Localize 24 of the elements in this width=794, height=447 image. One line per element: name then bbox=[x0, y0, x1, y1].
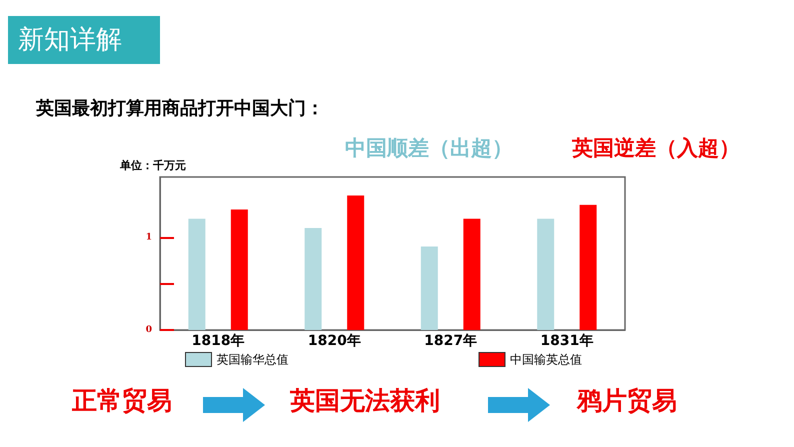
legend-label: 中国输英总值 bbox=[510, 352, 582, 366]
text: 英国无法获利 bbox=[290, 385, 440, 417]
text: 英国逆差（入超） bbox=[572, 135, 740, 162]
bar bbox=[188, 218, 206, 330]
text: 鸦片贸易 bbox=[577, 385, 677, 417]
bar bbox=[537, 218, 554, 330]
legend-label: 英国输华总值 bbox=[216, 352, 288, 366]
y-tick-label: 0 bbox=[146, 325, 152, 335]
bar bbox=[420, 246, 438, 330]
x-tick-label: 1818年 bbox=[192, 333, 245, 349]
x-tick-label: 1827年 bbox=[424, 333, 478, 349]
x-tick-label: 1831年 bbox=[540, 333, 594, 349]
bar bbox=[580, 204, 597, 330]
text: 中国顺差（出超） bbox=[345, 135, 513, 162]
bar bbox=[230, 209, 248, 330]
text: 英国最初打算用商品打开中国大门： bbox=[36, 97, 324, 120]
y-axis-title: 单位：千万元 bbox=[119, 159, 186, 172]
bar bbox=[304, 228, 322, 330]
x-tick-label: 1820年 bbox=[308, 333, 361, 349]
bar bbox=[463, 218, 480, 330]
bar bbox=[347, 196, 364, 330]
text: 正常贸易 bbox=[72, 385, 172, 417]
text: 新知详解 bbox=[18, 24, 122, 57]
y-tick-label: 1 bbox=[146, 232, 152, 242]
